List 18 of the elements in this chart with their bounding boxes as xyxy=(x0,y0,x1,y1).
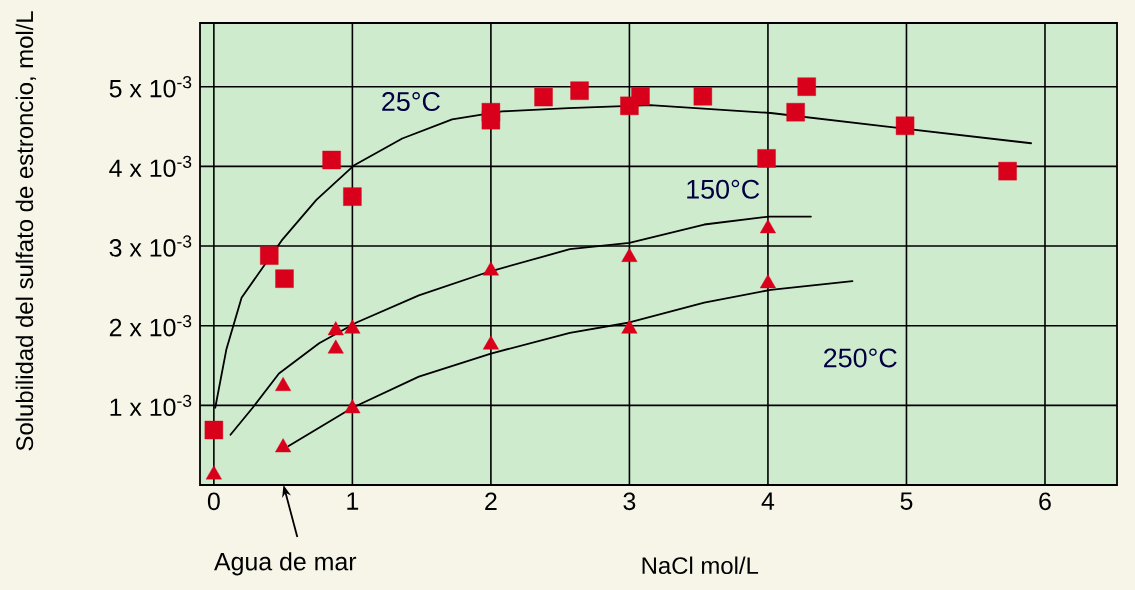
x-axis-title: NaCl mol/L xyxy=(642,556,759,575)
text: 250°C xyxy=(824,348,897,368)
x-tick-label: 5 xyxy=(900,492,913,510)
x-tick-label: 2 xyxy=(485,492,497,510)
series-label: 150°C xyxy=(687,179,760,199)
y-tick-label: 5 x 10$^{-3}$ xyxy=(109,76,192,98)
y-tick-label: 3 x 10$^{-3}$ xyxy=(109,235,192,257)
x-tick-label: 1 xyxy=(347,492,359,510)
text: Agua de mar xyxy=(214,552,357,576)
y-tick-label: 2 x 10$^{-3}$ xyxy=(109,314,192,337)
y-tick-label: 1 x 10$^{-3}$ xyxy=(110,394,192,417)
x-tick-label: 3 xyxy=(623,492,636,511)
x-tick-label: 4 xyxy=(761,492,775,510)
x-tick-label: 6 xyxy=(1039,492,1051,511)
y-tick-label: 4 x 10$^{-3}$ xyxy=(109,155,192,178)
y-axis-title: Solubilidad del sulfato de estroncio, mol/L xyxy=(15,11,37,451)
series-label: 25°C xyxy=(382,92,440,112)
x-tick-label: 0 xyxy=(207,492,220,511)
